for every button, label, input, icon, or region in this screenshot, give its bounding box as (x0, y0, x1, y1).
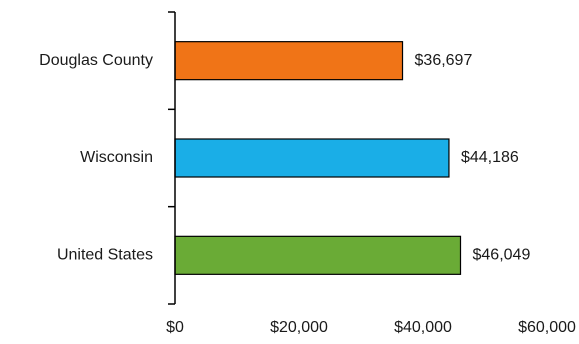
value-label-wisconsin: $44,186 (461, 149, 519, 166)
x-tick-label: $60,000 (518, 319, 576, 336)
category-label-united-states: United States (57, 247, 153, 264)
x-tick-label: $0 (166, 319, 184, 336)
x-tick-label: $40,000 (394, 319, 452, 336)
x-tick-labels-group: $0 $20,000 $40,000 $60,000 (166, 319, 576, 336)
bar-united-states (174, 235, 462, 275)
x-tick-label: $20,000 (270, 319, 328, 336)
bars-group (174, 41, 462, 275)
value-label-united-states: $46,049 (473, 247, 531, 264)
value-labels-group: $36,697 $44,186 $46,049 (415, 52, 531, 264)
category-labels-group: Douglas County Wisconsin United States (39, 52, 153, 264)
bar-wisconsin (174, 138, 450, 178)
axis-ticks-group (168, 11, 175, 305)
category-label-douglas-county: Douglas County (39, 52, 153, 69)
bar-douglas-county (174, 41, 404, 81)
category-label-wisconsin: Wisconsin (80, 149, 153, 166)
value-label-douglas-county: $36,697 (415, 52, 473, 69)
